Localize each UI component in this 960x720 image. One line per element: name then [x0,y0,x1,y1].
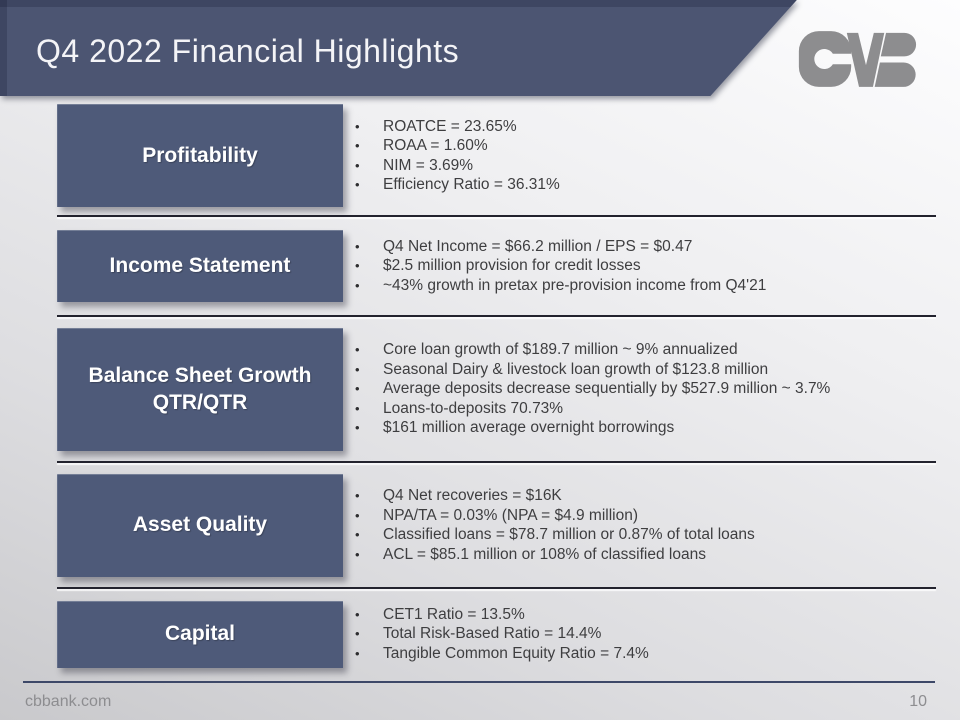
bullet-list-asset-quality: Q4 Net recoveries = $16K NPA/TA = 0.03% … [343,486,936,564]
bullet-text: Average deposits decrease sequentially b… [383,380,831,398]
bullet-icon [355,340,360,360]
bullet-item: Seasonal Dairy & livestock loan growth o… [343,360,936,380]
section-capital: Capital CET1 Ratio = 13.5% Total Risk-Ba… [57,589,936,679]
bullet-item: NIM = 3.69% [343,156,936,176]
category-label: Profitability [142,143,258,167]
bullet-icon [355,605,360,625]
bullet-text: Q4 Net Income = $66.2 million / EPS = $0… [383,237,693,255]
footer-website: cbbank.com [25,693,112,710]
bullet-icon [355,276,360,296]
section-profitability: Profitability ROATCE = 23.65% ROAA = 1.6… [57,96,936,215]
category-box-profitability: Profitability [57,104,343,207]
bullet-item: Tangible Common Equity Ratio = 7.4% [343,644,936,664]
section-divider [57,587,936,589]
bullet-text: ~43% growth in pretax pre-provision inco… [383,276,767,294]
bullet-icon [355,418,360,438]
bullet-icon [355,624,360,644]
bullet-text: Classified loans = $78.7 million or 0.87… [383,526,755,543]
bullet-text: NPA/TA = 0.03% (NPA = $4.9 million) [383,506,639,524]
bullet-icon [355,379,360,399]
bullet-item: Q4 Net recoveries = $16K [343,486,936,506]
bullet-item: $161 million average overnight borrowing… [343,418,936,438]
footer-divider [23,681,935,683]
section-divider [57,315,936,317]
bullet-icon [355,156,360,176]
bullet-list-capital: CET1 Ratio = 13.5% Total Risk-Based Rati… [343,605,936,664]
category-box-capital: Capital [57,600,343,668]
bullet-icon [355,525,360,545]
cvb-logo-icon [798,31,917,87]
bullet-icon [355,117,360,137]
category-box-asset-quality: Asset Quality [57,473,343,577]
bullet-text: Loans-to-deposits 70.73% [383,399,564,417]
bullet-item: ACL = $85.1 million or 108% of classifie… [343,545,936,565]
bullet-text: ACL = $85.1 million or 108% of classifie… [383,545,706,563]
bullet-icon [355,506,360,526]
bullet-text: CET1 Ratio = 13.5% [383,605,525,623]
bullet-text: Efficiency Ratio = 36.31% [383,176,560,193]
bullet-item: Classified loans = $78.7 million or 0.87… [343,525,936,545]
category-label: Asset Quality [132,513,268,537]
category-label: Capital [164,622,235,646]
category-label: Income Statement [109,254,291,278]
bullet-text: NIM = 3.69% [383,156,474,174]
category-box-income-statement: Income Statement [57,230,343,302]
bullet-text: Q4 Net recoveries = $16K [383,487,562,504]
bullet-item: Total Risk-Based Ratio = 14.4% [343,624,936,644]
bullet-text: $161 million average overnight borrowing… [383,419,675,437]
section-asset-quality: Asset Quality Q4 Net recoveries = $16K N… [57,463,936,587]
header-banner: Q4 2022 Financial Highlights [0,0,960,96]
bullet-item: ~43% growth in pretax pre-provision inco… [343,276,936,296]
page-number: 10 [909,693,927,710]
section-divider [57,461,936,463]
bullet-text: Core loan growth of $189.7 million ~ 9% … [383,341,738,359]
section-divider [57,215,936,217]
section-income-statement: Income Statement Q4 Net Income = $66.2 m… [57,217,936,315]
bullet-item: Q4 Net Income = $66.2 million / EPS = $0… [343,237,936,257]
bullet-icon [355,136,360,156]
bullet-text: Tangible Common Equity Ratio = 7.4% [383,644,649,662]
bullet-item: CET1 Ratio = 13.5% [343,605,936,625]
sections-container: Profitability ROATCE = 23.65% ROAA = 1.6… [57,96,936,679]
bullet-item: $2.5 million provision for credit losses [343,256,936,276]
bullet-item: NPA/TA = 0.03% (NPA = $4.9 million) [343,506,936,526]
bullet-icon [355,237,360,257]
section-balance-sheet-growth: Balance Sheet Growth QTR/QTR Core loan g… [57,317,936,461]
bullet-list-income-statement: Q4 Net Income = $66.2 million / EPS = $0… [343,237,936,296]
bullet-item: Efficiency Ratio = 36.31% [343,175,936,195]
bullet-text: Seasonal Dairy & livestock loan growth o… [383,360,769,378]
bullet-icon [355,256,360,276]
bullet-text: ROAA = 1.60% [383,137,488,154]
bullet-icon [355,644,360,664]
bullet-icon [355,486,360,506]
bullet-item: ROATCE = 23.65% [343,117,936,137]
bullet-icon [355,399,360,419]
header-band: Q4 2022 Financial Highlights [0,0,797,96]
bullet-icon [355,360,360,380]
bullet-list-profitability: ROATCE = 23.65% ROAA = 1.60% NIM = 3.69%… [343,117,936,195]
bullet-icon [355,175,360,195]
bullet-text: $2.5 million provision for credit losses [383,257,641,275]
bullet-item: Loans-to-deposits 70.73% [343,399,936,419]
bullet-item: ROAA = 1.60% [343,136,936,156]
bullet-text: Total Risk-Based Ratio = 14.4% [383,625,602,643]
category-box-balance-sheet-growth: Balance Sheet Growth QTR/QTR [57,327,343,451]
bullet-item: Average deposits decrease sequentially b… [343,379,936,399]
bullet-item: Core loan growth of $189.7 million ~ 9% … [343,340,936,360]
bullet-icon [355,545,360,565]
bullet-list-balance-sheet-growth: Core loan growth of $189.7 million ~ 9% … [343,340,936,438]
bullet-text: ROATCE = 23.65% [383,117,517,135]
category-label: Balance Sheet Growth QTR/QTR [88,363,312,414]
page-title: Q4 2022 Financial Highlights [36,32,460,69]
